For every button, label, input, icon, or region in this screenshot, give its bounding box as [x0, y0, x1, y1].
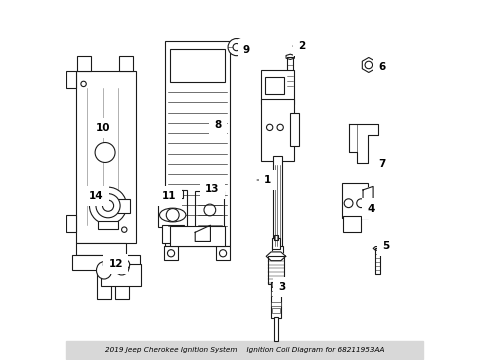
Polygon shape	[348, 124, 377, 163]
Bar	[163, 246, 178, 261]
Text: 11: 11	[162, 191, 176, 201]
Polygon shape	[362, 186, 372, 208]
Text: 5: 5	[379, 241, 388, 251]
Polygon shape	[372, 247, 381, 250]
Text: 3: 3	[272, 282, 285, 292]
Bar	[273, 317, 278, 342]
Bar	[271, 309, 279, 313]
Bar	[161, 225, 183, 243]
Circle shape	[344, 199, 352, 208]
Text: 2019 Jeep Cherokee Ignition System    Ignition Coil Diagram for 68211953AA: 2019 Jeep Cherokee Ignition System Ignit…	[104, 347, 384, 353]
Circle shape	[103, 260, 113, 269]
Bar	[158, 190, 187, 227]
Bar	[270, 292, 280, 296]
Circle shape	[166, 208, 179, 221]
Text: 2: 2	[292, 41, 305, 51]
Bar	[195, 191, 224, 232]
Bar	[374, 248, 379, 274]
Circle shape	[233, 44, 240, 51]
Text: 14: 14	[89, 191, 103, 201]
Bar	[177, 190, 183, 198]
Circle shape	[122, 227, 127, 232]
Text: 7: 7	[376, 159, 385, 169]
Circle shape	[356, 199, 365, 208]
Circle shape	[89, 187, 126, 224]
Ellipse shape	[159, 208, 185, 222]
Bar	[270, 302, 280, 306]
Ellipse shape	[114, 258, 129, 275]
Bar	[66, 342, 422, 359]
Text: 9: 9	[242, 45, 251, 55]
Bar	[289, 113, 299, 147]
Bar	[264, 77, 284, 94]
Bar	[270, 282, 280, 318]
Bar	[66, 215, 76, 232]
Bar	[101, 264, 141, 286]
Bar	[343, 216, 360, 232]
Bar	[170, 49, 224, 82]
Bar	[260, 70, 294, 104]
Bar	[271, 246, 283, 275]
Circle shape	[81, 81, 86, 87]
Circle shape	[167, 250, 174, 257]
Ellipse shape	[96, 262, 111, 279]
Bar	[170, 226, 224, 246]
Bar	[341, 183, 367, 218]
Bar	[76, 243, 125, 255]
Polygon shape	[362, 58, 375, 72]
Bar	[117, 199, 130, 213]
Circle shape	[266, 124, 272, 131]
Circle shape	[95, 143, 115, 162]
Circle shape	[219, 250, 226, 257]
Text: 1: 1	[257, 175, 271, 185]
Bar	[76, 71, 136, 243]
Circle shape	[276, 124, 283, 131]
Text: 4: 4	[365, 203, 374, 213]
Circle shape	[102, 200, 113, 211]
Circle shape	[120, 260, 129, 269]
Circle shape	[227, 39, 244, 56]
Polygon shape	[265, 252, 285, 261]
Bar	[66, 71, 76, 88]
Bar	[168, 190, 175, 198]
Text: 12: 12	[108, 259, 123, 269]
Bar	[272, 156, 282, 251]
Text: 6: 6	[376, 63, 385, 72]
Bar	[216, 246, 230, 261]
Bar	[160, 190, 166, 198]
Bar	[97, 271, 111, 299]
Bar	[72, 255, 140, 270]
Bar	[271, 238, 279, 249]
Text: 13: 13	[204, 184, 219, 194]
Polygon shape	[285, 54, 294, 59]
Bar	[98, 221, 118, 229]
Text: 8: 8	[214, 120, 223, 130]
Circle shape	[96, 194, 120, 218]
Circle shape	[365, 61, 372, 69]
Bar	[267, 256, 284, 284]
Polygon shape	[195, 225, 210, 242]
Bar	[119, 56, 132, 71]
Bar	[77, 56, 91, 71]
Text: 10: 10	[96, 123, 110, 133]
Bar	[271, 283, 279, 287]
Bar	[273, 235, 278, 240]
Bar	[165, 41, 230, 246]
Circle shape	[203, 204, 215, 216]
Bar	[287, 57, 292, 86]
Bar	[260, 99, 294, 161]
Bar	[115, 268, 128, 299]
